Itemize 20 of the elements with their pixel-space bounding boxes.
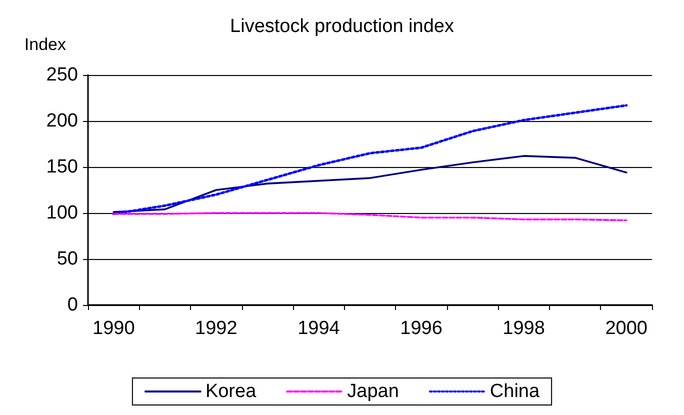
x-tick-label: 1996 [400, 318, 442, 339]
y-tick-label: 0 [67, 294, 78, 316]
legend-label: Japan [347, 381, 399, 402]
y-tick-label: 150 [46, 156, 78, 178]
line-series [112, 104, 628, 216]
x-tick-label: 1990 [92, 318, 135, 339]
y-tick-label: 100 [46, 202, 78, 224]
line-series [112, 212, 628, 222]
x-tick-label: 2000 [605, 318, 648, 339]
y-axis-title: Index [24, 35, 66, 54]
x-tick-label: 1994 [298, 318, 340, 339]
y-tick-label: 50 [56, 248, 78, 270]
legend-label: Korea [205, 381, 257, 402]
x-tick-label: 1998 [502, 318, 545, 339]
x-tick-label: 1992 [195, 318, 238, 339]
y-tick-label: 250 [46, 64, 78, 86]
y-tick-label: 200 [46, 110, 78, 132]
chart-title: Livestock production index [230, 16, 454, 37]
line-series [112, 155, 628, 213]
legend-label: China [490, 381, 540, 402]
